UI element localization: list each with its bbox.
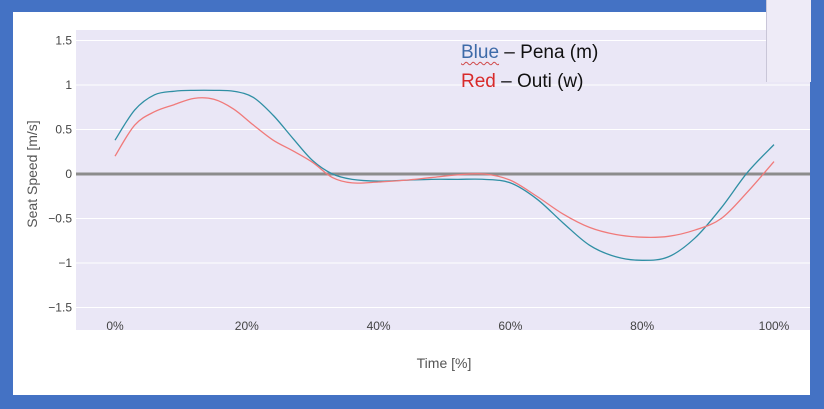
legend-text-blue: – Pena (m) xyxy=(499,42,599,63)
legend-text-red: – Outi (w) xyxy=(495,71,584,92)
series-lines xyxy=(114,89,775,261)
y-axis-title: Seat Speed [m/s] xyxy=(24,120,40,227)
y-tick-label: −1.5 xyxy=(48,301,72,315)
x-tick-label: 80% xyxy=(630,319,654,333)
line-chart: 1.5 1 0.5 0 −0.5 −1 −1.5 0% 20% 40% 60% 80% 100% Ti… xyxy=(24,30,810,371)
chart-frame: 1.5 1 0.5 0 −0.5 −1 −1.5 0% 20% 40% 60% 80% 100% Ti… xyxy=(13,12,810,395)
legend-annotation: Blue – Pena (m) Red – Outi (w) xyxy=(461,38,598,96)
series-line-red xyxy=(114,97,775,239)
y-tick-label: 0.5 xyxy=(55,123,72,137)
x-tick-label: 0% xyxy=(106,319,124,333)
legend-entry-blue: Blue – Pena (m) xyxy=(461,38,598,67)
y-tick-label: −0.5 xyxy=(48,212,72,226)
corner-overlay-box xyxy=(766,0,811,82)
x-tick-labels: 0% 20% 40% 60% 80% 100% xyxy=(106,319,789,333)
y-tick-labels: 1.5 1 0.5 0 −0.5 −1 −1.5 xyxy=(48,34,72,315)
legend-color-word-blue: Blue xyxy=(461,42,500,63)
x-tick-label: 100% xyxy=(759,319,790,333)
legend-color-word-red: Red xyxy=(461,71,496,92)
x-tick-label: 60% xyxy=(498,319,522,333)
plot-area xyxy=(76,30,810,330)
x-tick-label: 40% xyxy=(367,319,391,333)
y-tick-label: 0 xyxy=(65,167,72,181)
x-axis-title: Time [%] xyxy=(417,355,472,371)
gridlines xyxy=(76,40,810,308)
x-tick-label: 20% xyxy=(235,319,259,333)
y-tick-label: 1 xyxy=(65,78,72,92)
y-tick-label: −1 xyxy=(58,256,72,270)
legend-entry-red: Red – Outi (w) xyxy=(461,67,598,96)
y-tick-label: 1.5 xyxy=(55,34,72,48)
